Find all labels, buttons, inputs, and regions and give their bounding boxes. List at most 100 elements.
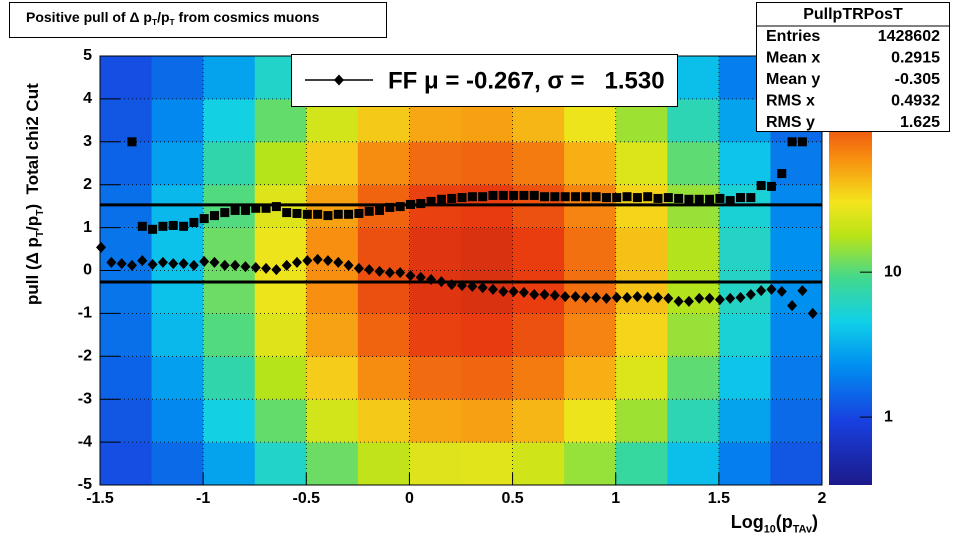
heatmap-cell (254, 442, 307, 486)
stats-label: RMS y (766, 114, 815, 131)
diamond-marker (663, 292, 674, 304)
diamond-marker (580, 292, 591, 304)
square-marker (612, 193, 622, 203)
square-marker (591, 192, 601, 202)
chart-title-part: from cosmics muons (175, 9, 320, 25)
heatmap-cell (100, 356, 153, 400)
heatmap-cell (409, 227, 462, 271)
diamond-marker (725, 292, 736, 304)
heatmap-cell (357, 399, 410, 443)
heatmap-cell (615, 399, 668, 443)
diamond-marker (302, 255, 313, 267)
heatmap-cell (461, 227, 514, 271)
square-marker (736, 193, 746, 203)
heatmap-cell (564, 227, 617, 271)
diamond-marker (209, 256, 220, 268)
z-tick-label: 10 (884, 263, 902, 280)
diamond-marker (271, 264, 282, 276)
heatmap-cell (254, 270, 307, 314)
square-marker (488, 190, 498, 200)
diamond-marker (436, 276, 447, 288)
square-marker (529, 190, 539, 200)
diamond-marker (766, 283, 777, 295)
square-marker (478, 192, 488, 202)
heatmap-cell (718, 442, 771, 486)
heatmap-cell (100, 184, 153, 229)
diamond-marker (188, 259, 199, 271)
diamond-marker (168, 258, 179, 270)
x-tick-label: 0.5 (501, 490, 523, 507)
x-tick-label: -1 (196, 490, 210, 507)
heatmap-cell (718, 141, 771, 186)
heatmap-cell (100, 313, 153, 357)
heatmap-cell (564, 270, 617, 314)
diamond-marker (250, 261, 261, 273)
square-marker (364, 206, 374, 216)
heatmap-cell (461, 442, 514, 486)
stats-value: 0.4932 (891, 93, 940, 110)
diamond-marker (147, 258, 158, 270)
diamond-marker (415, 271, 426, 283)
diamond-marker (694, 292, 705, 304)
diamond-marker (395, 267, 406, 279)
heatmap-cell (151, 399, 204, 443)
diamond-marker (426, 274, 437, 286)
square-marker (746, 193, 756, 203)
heatmap-cell (512, 442, 565, 486)
heatmap-cell (203, 356, 256, 400)
square-marker (416, 199, 426, 209)
square-marker (385, 202, 395, 212)
heatmap-cell (564, 442, 617, 486)
square-marker (137, 221, 147, 231)
y-tick-label: -4 (78, 433, 92, 450)
square-marker (375, 205, 385, 215)
heatmap-cell (615, 184, 668, 229)
y-tick-label: 4 (83, 90, 92, 107)
x-tick-label: -0.5 (292, 490, 320, 507)
diamond-marker (199, 255, 210, 267)
diamond-marker (364, 264, 375, 276)
square-marker (240, 205, 250, 215)
heatmap-cell (357, 442, 410, 486)
square-marker (457, 193, 467, 203)
diamond-marker (281, 259, 292, 271)
square-marker (663, 193, 673, 203)
chart-title-part: T (152, 17, 158, 27)
heatmap-cell (615, 442, 668, 486)
square-marker (787, 137, 797, 147)
diamond-marker (787, 300, 798, 312)
diamond-marker (735, 292, 746, 304)
heatmap-cell (357, 356, 410, 400)
square-marker (251, 203, 261, 213)
plot-area (96, 55, 823, 486)
heatmap-cell (615, 227, 668, 271)
square-marker (622, 192, 632, 202)
heatmap-cell (718, 313, 771, 357)
square-marker (209, 211, 219, 221)
heatmap-cell (203, 313, 256, 357)
heatmap-cell (770, 141, 823, 186)
square-marker (467, 192, 477, 202)
square-marker (199, 214, 209, 224)
heatmap-cell (151, 270, 204, 314)
square-marker (292, 208, 302, 218)
heatmap-cell (718, 184, 771, 229)
diamond-marker (601, 292, 612, 304)
heatmap-cell (667, 313, 720, 357)
heatmap-cell (100, 399, 153, 443)
title-box (9, 2, 387, 38)
diamond-marker (106, 256, 117, 268)
diamond-marker (611, 292, 622, 304)
heatmap-cell (409, 442, 462, 486)
stats-value: 1.625 (900, 114, 940, 131)
heatmap-cell (254, 399, 307, 443)
square-marker (766, 181, 776, 191)
diamond-marker (178, 258, 189, 270)
x-tick-label: 1 (611, 490, 620, 507)
square-marker (220, 208, 230, 218)
heatmap-cell (306, 270, 359, 314)
diamond-marker (560, 291, 571, 303)
diamond-marker (549, 289, 560, 301)
y-tick-label: 2 (83, 176, 92, 193)
y-axis-label-part: ) Total chi2 Cut (23, 83, 42, 210)
